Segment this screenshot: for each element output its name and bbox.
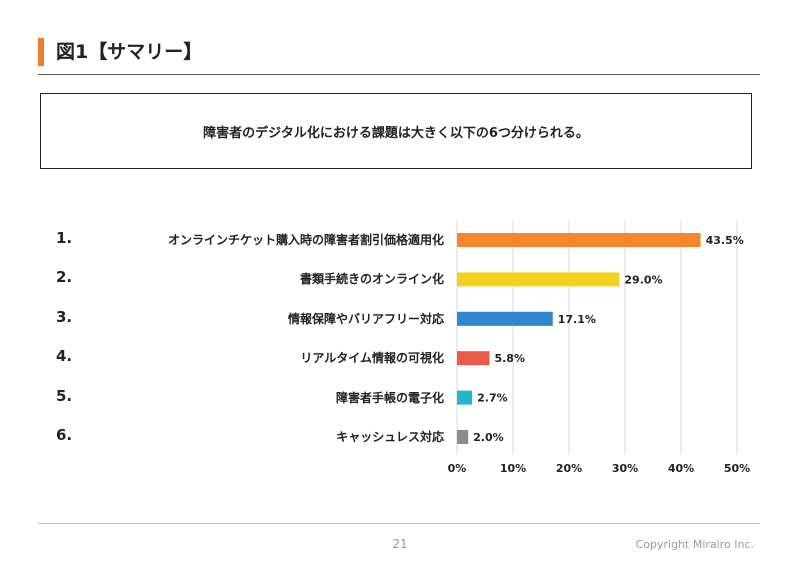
- data-label: 17.1%: [558, 313, 596, 326]
- category-label: 情報保障やバリアフリー対応: [287, 311, 444, 326]
- summary-box: 障害者のデジタル化における課題は大きく以下の6つ分けられる。: [40, 93, 752, 169]
- title-divider: [38, 74, 760, 75]
- bar: [457, 311, 553, 326]
- bar: [457, 351, 490, 366]
- item-number: 6.: [56, 426, 73, 444]
- item-number: 3.: [56, 307, 73, 326]
- data-label: 2.7%: [477, 392, 508, 405]
- bar: [457, 233, 701, 247]
- title-accent-bar: [38, 38, 44, 66]
- x-tick-label: 20%: [556, 462, 582, 475]
- page-title: 図1【サマリー】: [56, 41, 203, 63]
- data-label: 43.5%: [706, 234, 744, 247]
- bar: [457, 430, 469, 444]
- item-number: 5.: [56, 386, 73, 405]
- footer-divider: [38, 523, 760, 524]
- category-label: リアルタイム情報の可視化: [300, 351, 444, 366]
- item-number: 2.: [56, 268, 73, 287]
- category-label: オンラインチケット購入時の障害者割引価格適用化: [167, 233, 444, 247]
- category-label: 書類手続きのオンライン化: [299, 272, 444, 287]
- x-tick-label: 10%: [500, 462, 526, 475]
- copyright-text: Copyright Mirairo Inc.: [635, 538, 754, 551]
- category-label: 障害者手帳の電子化: [335, 390, 444, 405]
- bar: [457, 272, 620, 287]
- x-tick-label: 40%: [668, 462, 694, 475]
- data-label: 29.0%: [624, 273, 662, 286]
- x-tick-label: 50%: [724, 462, 750, 475]
- x-tick-label: 30%: [612, 462, 638, 475]
- item-number: 4.: [56, 347, 73, 366]
- summary-text: 障害者のデジタル化における課題は大きく以下の6つ分けられる。: [203, 125, 589, 141]
- bar: [457, 390, 473, 405]
- data-label: 2.0%: [473, 431, 504, 444]
- page-number: 21: [392, 537, 408, 551]
- category-label: キャッシュレス対応: [336, 430, 444, 444]
- item-number: 1.: [56, 229, 73, 247]
- data-label: 5.8%: [494, 352, 525, 365]
- x-tick-label: 0%: [448, 462, 467, 475]
